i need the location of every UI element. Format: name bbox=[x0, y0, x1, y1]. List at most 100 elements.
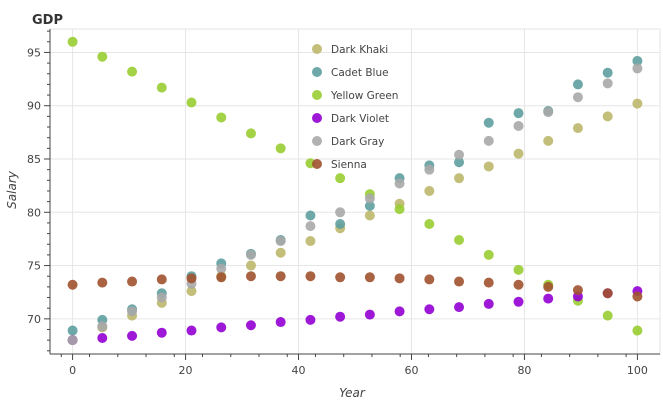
data-point-dark-gray bbox=[216, 263, 227, 274]
data-point-dark-gray bbox=[424, 164, 435, 175]
data-point-yellow-green bbox=[454, 234, 465, 245]
data-point-dark-violet bbox=[275, 317, 286, 328]
legend: Dark Khaki Cadet Blue Yellow Green Dark Vio… bbox=[312, 44, 398, 171]
data-point-sienna bbox=[127, 276, 138, 287]
x-tick-label: 60 bbox=[404, 364, 418, 377]
data-point-dark-gray bbox=[632, 63, 643, 74]
data-point-sienna bbox=[543, 281, 554, 292]
data-point-cadet-blue bbox=[513, 108, 524, 119]
data-point-yellow-green bbox=[245, 128, 256, 139]
data-point-dark-khaki bbox=[602, 111, 613, 122]
chart-title: GDP bbox=[32, 13, 63, 28]
data-point-dark-gray bbox=[364, 193, 375, 204]
legend-marker bbox=[312, 67, 322, 77]
data-point-yellow-green bbox=[483, 249, 494, 260]
data-point-yellow-green bbox=[186, 97, 197, 108]
data-point-yellow-green bbox=[335, 173, 346, 184]
data-point-sienna bbox=[156, 274, 167, 285]
legend-marker bbox=[312, 113, 322, 123]
data-point-yellow-green bbox=[97, 51, 108, 62]
data-point-yellow-green bbox=[275, 143, 286, 154]
data-point-dark-violet bbox=[156, 327, 167, 338]
data-point-dark-khaki bbox=[632, 98, 643, 109]
data-point-yellow-green bbox=[424, 219, 435, 229]
legend-label: Dark Khaki bbox=[331, 44, 388, 56]
data-point-dark-khaki bbox=[454, 173, 465, 184]
data-point-sienna bbox=[424, 274, 435, 285]
data-point-cadet-blue bbox=[483, 117, 494, 128]
data-point-yellow-green bbox=[216, 112, 227, 123]
grid bbox=[50, 29, 660, 354]
data-point-dark-khaki bbox=[424, 185, 435, 196]
y-tick-label: 80 bbox=[27, 206, 41, 219]
data-point-dark-khaki bbox=[305, 236, 316, 247]
data-point-dark-violet bbox=[364, 309, 375, 320]
data-points bbox=[67, 36, 643, 346]
x-tick-label: 100 bbox=[627, 364, 648, 377]
data-point-dark-gray bbox=[572, 92, 583, 103]
data-point-dark-gray bbox=[394, 178, 405, 189]
data-point-cadet-blue bbox=[572, 79, 583, 90]
data-point-yellow-green bbox=[67, 36, 78, 47]
y-tick-label: 75 bbox=[27, 260, 41, 273]
data-point-dark-gray bbox=[335, 207, 346, 218]
x-axis-label: Year bbox=[339, 386, 366, 400]
data-point-sienna bbox=[513, 279, 524, 290]
data-point-dark-khaki bbox=[186, 286, 197, 297]
data-point-dark-khaki bbox=[245, 260, 256, 271]
y-tick-label: 70 bbox=[27, 313, 41, 326]
data-point-cadet-blue bbox=[454, 157, 465, 168]
x-tick-label: 80 bbox=[517, 364, 531, 377]
data-point-cadet-blue bbox=[335, 219, 346, 229]
y-axis-label: Salary bbox=[5, 170, 19, 209]
data-point-dark-khaki bbox=[543, 135, 554, 146]
data-point-sienna bbox=[364, 272, 375, 283]
data-point-dark-khaki bbox=[572, 123, 583, 134]
data-point-dark-violet bbox=[513, 296, 524, 307]
data-point-dark-gray bbox=[454, 149, 465, 160]
data-point-yellow-green bbox=[156, 82, 167, 93]
data-point-dark-violet bbox=[216, 322, 227, 333]
x-tick-label: 20 bbox=[179, 364, 193, 377]
legend-label: Sienna bbox=[331, 159, 367, 171]
y-tick-label: 90 bbox=[27, 100, 41, 113]
data-point-sienna bbox=[602, 288, 613, 299]
data-point-dark-gray bbox=[483, 135, 494, 146]
data-point-dark-violet bbox=[186, 325, 197, 336]
data-point-yellow-green bbox=[394, 204, 405, 215]
data-point-dark-violet bbox=[394, 306, 405, 317]
data-point-dark-violet bbox=[483, 298, 494, 309]
data-point-dark-khaki bbox=[364, 210, 375, 221]
data-point-sienna bbox=[572, 285, 583, 296]
data-point-dark-khaki bbox=[275, 247, 286, 258]
data-point-cadet-blue bbox=[364, 200, 375, 211]
data-point-dark-violet bbox=[335, 311, 346, 322]
y-tick-label: 95 bbox=[27, 46, 41, 59]
legend-label: Yellow Green bbox=[330, 90, 398, 102]
x-tick-label: 40 bbox=[292, 364, 306, 377]
data-point-dark-violet bbox=[305, 314, 316, 325]
data-point-sienna bbox=[483, 277, 494, 288]
data-point-dark-gray bbox=[127, 306, 138, 317]
data-point-sienna bbox=[335, 272, 346, 283]
data-point-dark-violet bbox=[543, 293, 554, 304]
data-point-dark-violet bbox=[97, 333, 108, 344]
legend-marker bbox=[312, 90, 322, 100]
data-point-dark-gray bbox=[67, 335, 78, 346]
data-point-yellow-green bbox=[602, 310, 613, 321]
data-point-sienna bbox=[305, 271, 316, 282]
legend-marker bbox=[312, 44, 322, 54]
data-point-cadet-blue bbox=[305, 210, 316, 221]
data-point-dark-violet bbox=[127, 330, 138, 341]
data-point-sienna bbox=[67, 279, 78, 290]
y-tick-label: 85 bbox=[27, 153, 41, 166]
data-point-dark-gray bbox=[305, 221, 316, 232]
data-point-dark-gray bbox=[275, 236, 286, 247]
data-point-yellow-green bbox=[127, 66, 138, 77]
data-point-cadet-blue bbox=[67, 325, 78, 336]
axes: 0 20 40 60 80 100 70 75 80 85 90 95 bbox=[27, 29, 660, 377]
data-point-dark-violet bbox=[245, 320, 256, 331]
data-point-sienna bbox=[245, 271, 256, 282]
data-point-dark-gray bbox=[513, 120, 524, 131]
